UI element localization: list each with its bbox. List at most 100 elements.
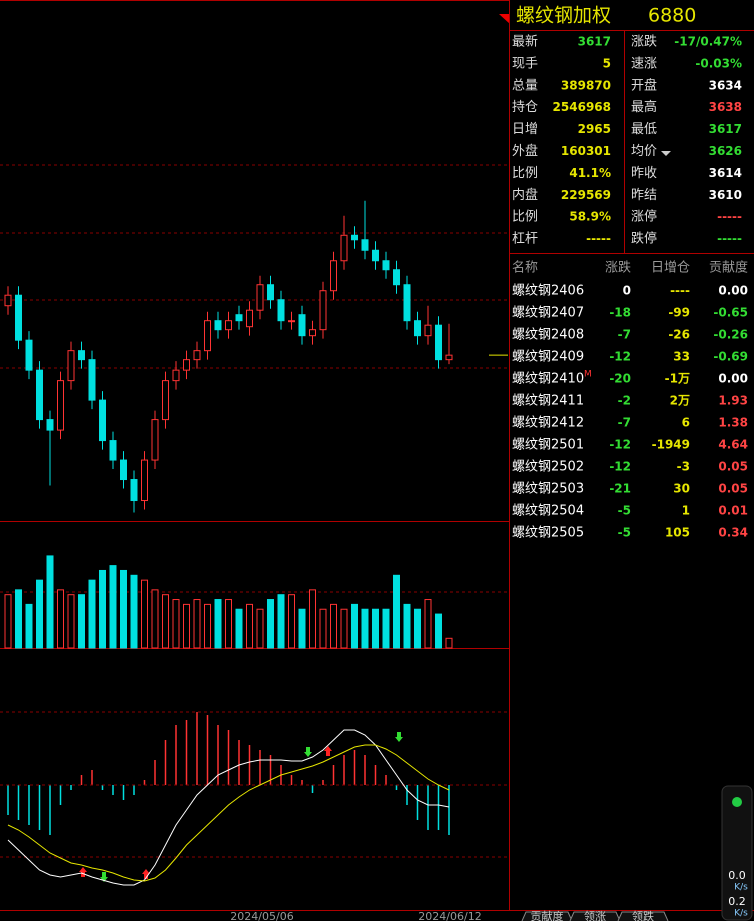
row-mark: M xyxy=(584,370,592,380)
volume-bar xyxy=(46,555,54,649)
volume-bar xyxy=(445,637,453,649)
quote-value: 2965 xyxy=(578,122,611,136)
candle-body xyxy=(309,329,316,337)
quote-value: 3614 xyxy=(709,166,742,180)
candle-body xyxy=(109,440,117,461)
tab-label[interactable]: 贡献度 xyxy=(531,909,564,921)
candle-body xyxy=(78,350,85,361)
volume-bar xyxy=(382,608,390,649)
date-label: 2024/05/06 xyxy=(230,910,293,921)
volume-bar xyxy=(78,594,85,649)
quote-label: 均价 xyxy=(631,144,657,159)
title: 螺纹钢加权 xyxy=(516,5,611,27)
quote-label: 日增 xyxy=(512,122,538,137)
quote-value: 229569 xyxy=(561,188,611,202)
candle-body xyxy=(99,399,106,442)
tab[interactable] xyxy=(617,911,669,921)
row-change: -7 xyxy=(618,416,631,430)
row-increase: 105 xyxy=(665,526,690,540)
row-name: 螺纹钢2504 xyxy=(512,504,584,519)
volume-bar xyxy=(361,608,369,649)
tab-label[interactable]: 领跌 xyxy=(632,909,654,921)
quote-label: 跌停 xyxy=(631,231,657,247)
candle-body xyxy=(141,459,148,502)
candle-body xyxy=(67,350,75,382)
quote-label: 比例 xyxy=(512,166,538,181)
candle-body xyxy=(372,249,379,262)
row-increase: -1万 xyxy=(665,372,690,386)
volume-bar xyxy=(162,594,169,649)
row-change: -12 xyxy=(609,350,631,364)
row-increase: 1 xyxy=(682,504,690,518)
candle-body xyxy=(36,369,43,421)
row-increase: ---- xyxy=(670,284,690,298)
volume-bar xyxy=(372,608,379,649)
row-contribution: 0.05 xyxy=(718,460,748,474)
volume-bar xyxy=(109,565,117,649)
speed-value: 0.0 xyxy=(728,869,746,882)
candle-body xyxy=(319,290,327,331)
row-change: -7 xyxy=(618,328,631,342)
candle-body xyxy=(445,354,453,361)
row-contribution: 0.00 xyxy=(718,372,748,386)
volume-bar xyxy=(183,603,190,649)
candle-body xyxy=(204,320,211,352)
candle-body xyxy=(46,419,54,431)
tab-label[interactable]: 领涨 xyxy=(584,910,606,921)
dropdown-arrow[interactable] xyxy=(661,151,671,156)
candle-body xyxy=(193,350,201,361)
quote-value: ----- xyxy=(717,232,742,246)
row-contribution: 0.01 xyxy=(718,504,748,518)
quote-value: 5 xyxy=(603,56,611,70)
quote-value: 3626 xyxy=(709,144,742,158)
row-increase: -1949 xyxy=(652,438,690,452)
quote-label: 现手 xyxy=(512,56,538,71)
volume-bar xyxy=(25,603,33,649)
quote-label: 杠杆 xyxy=(512,231,538,247)
volume-bar xyxy=(256,608,264,649)
quote-label: 速涨 xyxy=(631,56,657,71)
candle-body xyxy=(435,324,442,361)
quote-value: 3610 xyxy=(709,188,742,202)
row-contribution: 4.64 xyxy=(718,438,748,452)
row-name: 螺纹钢2412 xyxy=(512,416,584,431)
row-increase: 2万 xyxy=(670,394,690,408)
row-name: 螺纹钢2411 xyxy=(512,394,584,409)
row-contribution: -0.69 xyxy=(713,350,748,364)
tab[interactable] xyxy=(521,911,573,921)
volume-bar xyxy=(288,594,295,649)
row-increase: 30 xyxy=(673,482,690,496)
row-change: -12 xyxy=(609,460,631,474)
row-name: 螺纹钢2408 xyxy=(512,328,584,343)
column-header: 名称 xyxy=(512,260,538,276)
candle-body xyxy=(15,294,22,341)
row-change: -5 xyxy=(618,504,631,518)
quote-value: 3617 xyxy=(709,122,742,136)
row-change: -5 xyxy=(618,526,631,540)
candle-body xyxy=(130,479,138,502)
candle-body xyxy=(403,284,411,322)
speed-unit: K/s xyxy=(734,883,748,893)
quote-label: 最新 xyxy=(512,34,538,50)
candle-body xyxy=(246,309,253,328)
quote-value: 3638 xyxy=(709,100,742,114)
candle-body xyxy=(298,314,306,337)
candle-body xyxy=(4,294,12,307)
date-label: 2024/06/12 xyxy=(418,910,481,921)
quote-value: -17/0.47% xyxy=(674,35,742,49)
row-increase: -26 xyxy=(668,328,690,342)
dea-line xyxy=(7,744,450,882)
quote-value: 160301 xyxy=(561,144,611,158)
volume-bar xyxy=(414,608,421,649)
row-change: -21 xyxy=(609,482,631,496)
candle-body xyxy=(393,269,400,286)
tab[interactable] xyxy=(569,911,621,921)
row-change: 0 xyxy=(623,284,631,298)
volume-bar xyxy=(141,579,148,649)
volume-bar xyxy=(246,603,253,649)
row-increase: 33 xyxy=(673,350,690,364)
quote-label: 内盘 xyxy=(512,187,538,203)
row-increase: 6 xyxy=(682,416,690,430)
row-name: 螺纹钢2505 xyxy=(512,526,584,541)
row-name: 螺纹钢2502 xyxy=(512,460,584,475)
